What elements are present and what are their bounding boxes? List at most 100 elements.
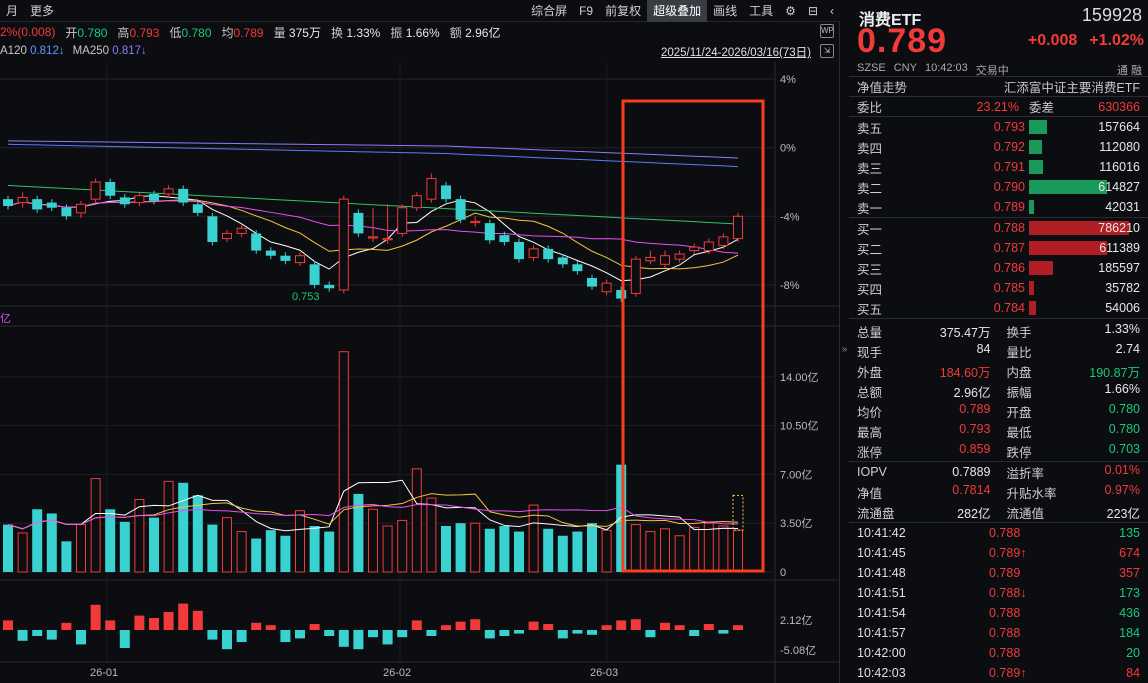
candle-body-down	[484, 223, 495, 241]
super-overlay-button[interactable]: 超级叠加	[647, 0, 708, 22]
tools-button[interactable]: 工具	[749, 4, 774, 18]
fund-full-name: 汇添富中证主要消费ETF	[1003, 81, 1140, 95]
flow-bar-out	[514, 630, 524, 634]
flow-bar-in	[178, 603, 189, 630]
ask-level-1[interactable]: 卖五 0.793 157664	[849, 117, 1148, 137]
flow-bar-in	[90, 604, 101, 630]
ma60-line	[7, 184, 739, 225]
volume-bar-down	[572, 531, 583, 572]
price-axis-label: -4%	[780, 211, 800, 223]
stat-key: 总量	[857, 325, 883, 340]
candle-body-up	[17, 196, 28, 204]
ask-level-5[interactable]: 卖一 0.789 42031	[849, 197, 1148, 217]
tick-time: 10:41:42	[857, 526, 906, 540]
f9-button[interactable]: F9	[579, 4, 594, 18]
quote-summary-bar: 2%(0.008) 开0.780 高0.793 低0.780 均0.789 量 …	[0, 22, 500, 42]
forward-adjust-button[interactable]: 前复权	[605, 4, 642, 18]
bid-level-5[interactable]: 买五 0.784 54006	[849, 298, 1148, 318]
level-label: 买五	[857, 302, 883, 317]
settings-gear-icon[interactable]: ⚙	[785, 4, 796, 18]
stat-value: 0.780	[1108, 421, 1140, 436]
bid-level-4[interactable]: 买四 0.785 35782	[849, 278, 1148, 298]
volume-bar-up	[718, 525, 729, 573]
candle-body-down	[587, 278, 597, 287]
last-price: 0.789	[857, 22, 948, 60]
amplitude-value: 振 1.66%	[390, 25, 440, 40]
bid-level-3[interactable]: 买三 0.786 185597	[849, 258, 1148, 278]
level-price: 0.784	[993, 301, 1025, 315]
period-month-button[interactable]: 月	[6, 4, 19, 18]
price-change-pct: +1.02%	[1089, 32, 1144, 49]
date-range-link[interactable]: 2025/11/24-2026/03/16(73日)	[660, 47, 811, 59]
ask-level-3[interactable]: 卖三 0.791 116016	[849, 157, 1148, 177]
export-icon[interactable]: ⇲	[820, 44, 834, 58]
flow-bar-out	[426, 630, 437, 636]
nav-trend-link[interactable]: 净值走势	[857, 81, 908, 95]
volume-bar-down	[149, 517, 159, 572]
bid-level-1[interactable]: 买一 0.788 786210	[849, 218, 1148, 238]
candle-body-up	[689, 246, 700, 252]
flow-axis-label: 2.12亿	[780, 614, 812, 627]
stat-value: 0.703	[1108, 441, 1140, 456]
candle-body-down	[178, 188, 189, 203]
chart-toolbar: 月 更多 综合屏 F9 前复权 超级叠加 画线 工具 ⚙ ⊟ ‹	[0, 0, 840, 22]
more-button[interactable]: 更多	[30, 4, 55, 18]
flow-bar-out	[236, 630, 247, 642]
tick-price: 0.788	[989, 606, 1021, 620]
stat-key: 开盘	[1006, 405, 1032, 420]
stat-row: 流通盘 282亿 流通值 223亿	[849, 502, 1148, 522]
minimize-icon[interactable]: ⊟	[807, 4, 818, 18]
ma250-legend: MA250 0.817↓	[72, 45, 147, 57]
volume-axis-label: 0	[780, 567, 786, 579]
volume-bar-up	[703, 522, 714, 573]
tick-price: 0.788	[989, 626, 1021, 640]
tick-row: 10:41:54 0.788 436	[849, 603, 1148, 623]
candle-body-down	[3, 199, 13, 206]
turnover-value: 换 1.33%	[330, 25, 381, 40]
bid-level-2[interactable]: 买二 0.787 611389	[849, 238, 1148, 258]
volume-axis-label: 10.50亿	[780, 420, 819, 433]
ma-legend: A120 0.812↓ MA250 0.817↓	[0, 42, 147, 60]
volume-bar-down	[309, 525, 320, 572]
flow-bar-in	[660, 622, 670, 630]
wp-icon[interactable]: WP	[820, 24, 834, 38]
level-price: 0.791	[993, 160, 1025, 174]
stat-row: 最高 0.793 最低 0.780	[849, 421, 1148, 441]
collapse-chevron-icon[interactable]: ‹	[830, 4, 834, 18]
level-label: 买三	[857, 262, 883, 277]
flow-bar-in	[543, 624, 554, 630]
flow-bar-in	[528, 621, 539, 630]
level-volume: 35782	[1105, 281, 1140, 295]
tick-volume: 436	[1119, 606, 1140, 620]
ask-level-4[interactable]: 卖二 0.790 614827	[849, 177, 1148, 197]
volume-value: 量 375万	[273, 25, 321, 40]
level-volume: 112080	[1099, 140, 1140, 154]
composite-screen-button[interactable]: 综合屏	[531, 4, 568, 18]
panel-collapse-icon[interactable]: »	[841, 344, 848, 355]
candle-body-up	[90, 181, 101, 200]
tick-volume: 674	[1119, 546, 1140, 560]
ask-level-2[interactable]: 卖四 0.792 112080	[849, 137, 1148, 157]
stat-value: 0.7814	[952, 482, 991, 497]
candle-body-down	[119, 197, 130, 205]
volume-bar-up	[76, 524, 86, 573]
flow-bar-in	[441, 625, 451, 630]
level-volume: 185597	[1098, 261, 1140, 275]
stat-row: IOPV 0.7889 溢折率 0.01%	[849, 462, 1148, 482]
draw-line-button[interactable]: 画线	[713, 4, 738, 18]
stat-row: 外盘 184.60万 内盘 190.87万	[849, 361, 1148, 381]
etf-stats-grid: IOPV 0.7889 溢折率 0.01% 净值 0.7814 升贴水率 0.97% 流通盘 28…	[849, 461, 1148, 522]
market-meta: SZSE CNY 10:42:03 交易中 通 融	[857, 62, 1142, 77]
flow-bar-in	[601, 625, 612, 630]
flow-bar-out	[499, 630, 510, 636]
flow-bar-out	[689, 630, 700, 636]
volume-bar-up	[163, 480, 174, 573]
kline-chart-area[interactable]: 月 更多 综合屏 F9 前复权 超级叠加 画线 工具 ⚙ ⊟ ‹ 2%(0.00…	[0, 0, 840, 683]
flow-bar-in	[455, 621, 466, 630]
flow-bar-in	[251, 622, 262, 630]
depth-bar	[1029, 120, 1047, 134]
candle-body-down	[353, 212, 364, 234]
candle-body-up	[163, 188, 174, 195]
level-price: 0.790	[993, 180, 1025, 194]
price-axis-label: 0%	[780, 143, 796, 155]
